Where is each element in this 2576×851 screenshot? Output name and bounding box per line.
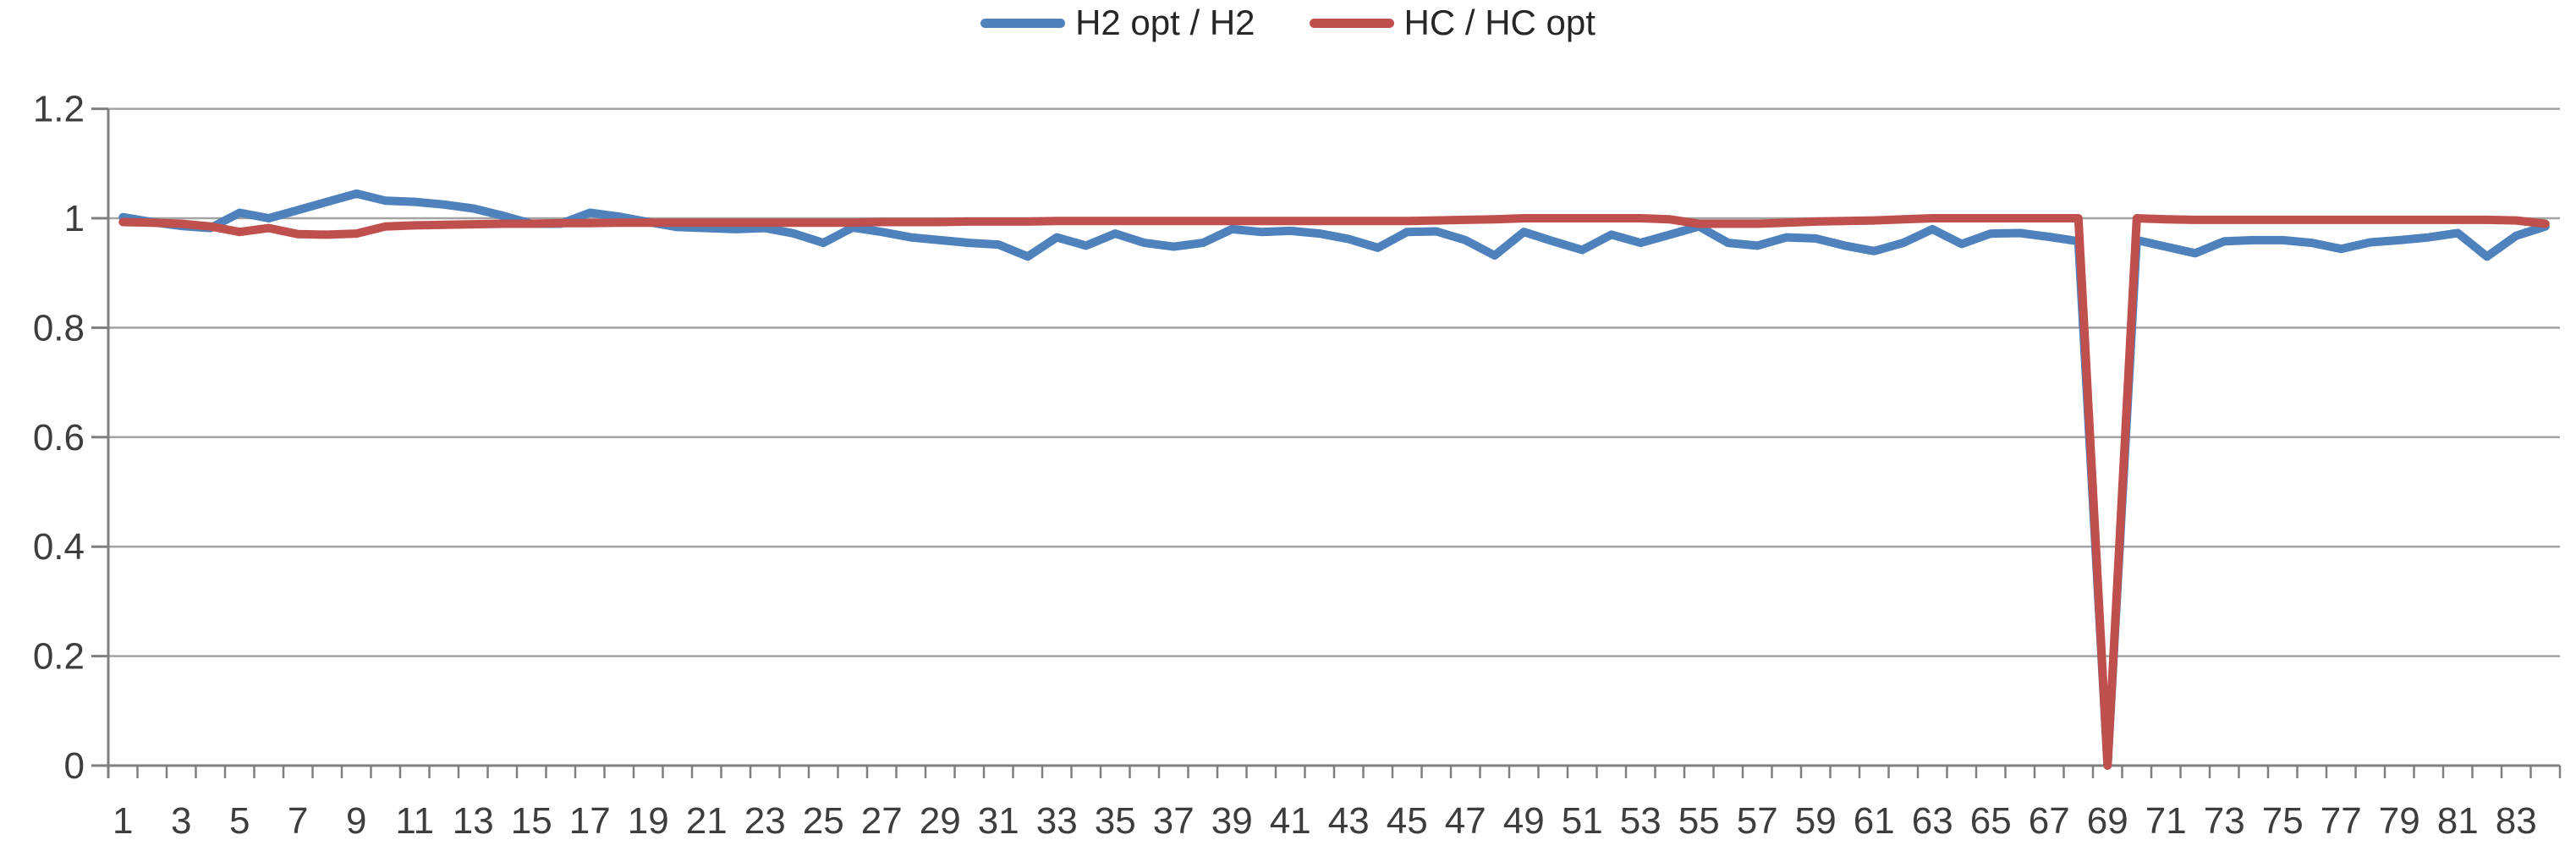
- legend-label-hc-opt: HC / HC opt: [1403, 3, 1596, 42]
- x-tick-label: 67: [2029, 800, 2070, 842]
- x-tick-label: 19: [628, 800, 669, 842]
- y-tick-label: 0.4: [33, 526, 85, 568]
- x-tick-label: 41: [1270, 800, 1311, 842]
- legend-line-swatch-blue: [980, 18, 1066, 28]
- x-tick-label: 61: [1854, 800, 1895, 842]
- x-tick-label: 23: [744, 800, 786, 842]
- x-tick-label: 27: [861, 800, 903, 842]
- y-tick-label: 0.6: [33, 417, 85, 458]
- chart-legend: H2 opt / H2 HC / HC opt: [0, 5, 2576, 41]
- x-tick-label: 49: [1503, 800, 1545, 842]
- x-tick-label: 3: [171, 800, 191, 842]
- x-tick-label: 77: [2321, 800, 2362, 842]
- x-tick-label: 37: [1153, 800, 1195, 842]
- y-tick-label: 0.8: [33, 307, 85, 349]
- x-tick-label: 11: [395, 800, 434, 842]
- x-tick-label: 13: [453, 800, 494, 842]
- x-tick-label: 31: [978, 800, 1019, 842]
- legend-label-h2-opt: H2 opt / H2: [1075, 3, 1255, 42]
- x-tick-label: 75: [2262, 800, 2304, 842]
- x-tick-label: 55: [1678, 800, 1720, 842]
- y-tick-label: 0.2: [33, 636, 85, 678]
- legend-item-hc-opt: HC / HC opt: [1309, 3, 1596, 42]
- axis-ticks: [91, 107, 2562, 778]
- x-tick-label: 43: [1328, 800, 1370, 842]
- series-lines: [118, 189, 2550, 770]
- x-tick-label: 45: [1387, 800, 1428, 842]
- x-tick-label: 51: [1562, 800, 1603, 842]
- x-tick-label: 71: [2145, 800, 2187, 842]
- x-axis-labels: 1 3 5 7 9 11 13 15 17 19 21 23 25 27 29 31 33 35 37 39 41 43 4…: [113, 800, 2537, 842]
- series-line-hc-opt: [118, 214, 2550, 770]
- series-line-h2-opt: [118, 189, 2550, 770]
- x-tick-label: 81: [2437, 800, 2479, 842]
- x-tick-label: 79: [2379, 800, 2420, 842]
- y-tick-label: 1.2: [33, 89, 85, 130]
- x-tick-label: 29: [920, 800, 961, 842]
- legend-item-h2-opt: H2 opt / H2: [980, 5, 1255, 41]
- y-axis-labels: 0 0.2 0.4 0.6 0.8 1 1.2: [33, 89, 85, 787]
- x-tick-label: 5: [229, 800, 250, 842]
- x-tick-label: 21: [686, 800, 728, 842]
- x-tick-label: 7: [288, 800, 308, 842]
- x-tick-label: 73: [2204, 800, 2245, 842]
- legend-line-swatch-red: [1309, 18, 1394, 28]
- y-tick-label: 1: [64, 198, 85, 239]
- x-tick-label: 15: [511, 800, 552, 842]
- x-tick-label: 83: [2496, 800, 2537, 842]
- x-tick-label: 47: [1445, 800, 1486, 842]
- x-tick-label: 59: [1795, 800, 1837, 842]
- gridlines: [108, 107, 2560, 657]
- x-tick-label: 57: [1737, 800, 1778, 842]
- x-tick-label: 65: [1970, 800, 2012, 842]
- x-tick-label: 1: [113, 800, 133, 842]
- x-tick-label: 9: [346, 800, 366, 842]
- x-tick-label: 53: [1620, 800, 1661, 842]
- x-tick-label: 25: [803, 800, 844, 842]
- x-tick-label: 63: [1912, 800, 1953, 842]
- x-tick-label: 69: [2087, 800, 2128, 842]
- x-tick-label: 39: [1211, 800, 1253, 842]
- y-tick-label: 0: [64, 745, 85, 787]
- x-tick-label: 33: [1036, 800, 1078, 842]
- x-tick-label: 35: [1095, 800, 1136, 842]
- axes: [91, 108, 2560, 778]
- x-tick-label: 17: [569, 800, 611, 842]
